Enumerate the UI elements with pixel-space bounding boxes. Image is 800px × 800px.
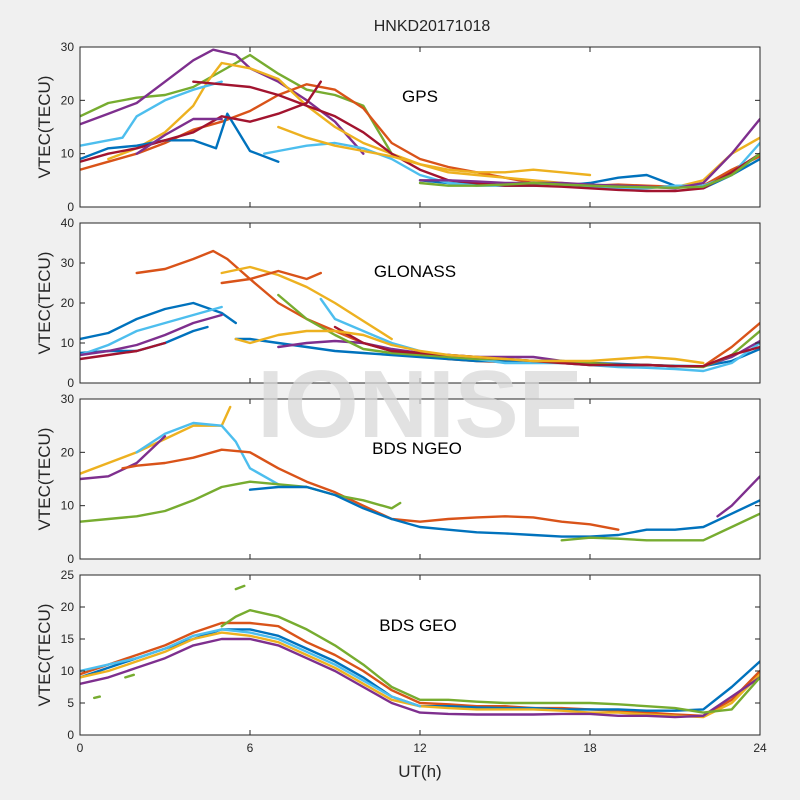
series-line <box>80 637 760 719</box>
y-tick-label: 0 <box>67 552 74 566</box>
panel-label: BDS NGEO <box>372 439 462 458</box>
series-line <box>277 125 592 177</box>
y-tick-label: 30 <box>61 256 75 270</box>
series-line <box>248 485 760 538</box>
y-tick-label: 0 <box>67 376 74 390</box>
y-tick-label: 20 <box>61 93 75 107</box>
panel-label: GLONASS <box>374 262 456 281</box>
series-line <box>560 512 760 542</box>
y-tick-label: 30 <box>61 40 75 54</box>
y-tick-label: 0 <box>67 200 74 214</box>
x-axis-label: UT(h) <box>398 762 441 781</box>
series-line <box>220 269 322 285</box>
y-tick-label: 10 <box>61 664 75 678</box>
y-tick-label: 25 <box>61 568 75 582</box>
series-line <box>135 421 280 486</box>
series-line <box>234 329 705 365</box>
panel-label: BDS GEO <box>379 616 456 635</box>
series-line <box>80 80 223 147</box>
series-line <box>80 621 760 717</box>
panel-glonass: 0 10 20 30 40 VTEC(TECU) GLONASS <box>35 216 761 390</box>
series-line <box>121 448 620 531</box>
panel-gps: 0 10 20 30 VTEC(TECU) GPS <box>35 40 761 214</box>
series-line <box>418 152 760 189</box>
y-tick-label: 20 <box>61 600 75 614</box>
series-line <box>80 313 223 357</box>
series-line <box>80 112 280 163</box>
series-line <box>80 80 322 163</box>
series-line <box>80 480 402 523</box>
panel-bds-ngeo: 0 10 20 30 VTEC(TECU) BDS NGEO <box>35 392 761 566</box>
y-tick-label: 20 <box>61 445 75 459</box>
series-line <box>124 673 135 679</box>
y-axis-label: VTEC(TECU) <box>35 428 54 531</box>
series-line <box>234 584 246 591</box>
y-tick-label: 10 <box>61 336 75 350</box>
series-line <box>319 297 760 373</box>
y-tick-label: 0 <box>67 728 74 742</box>
x-tick-label: 12 <box>413 741 427 755</box>
series-line <box>192 80 760 193</box>
series-line <box>93 695 101 700</box>
plot-area <box>80 575 760 735</box>
y-tick-label: 5 <box>67 696 74 710</box>
series-line <box>80 435 167 481</box>
series-line <box>80 305 223 357</box>
y-axis-label: VTEC(TECU) <box>35 604 54 707</box>
y-tick-label: 10 <box>61 147 75 161</box>
y-tick-label: 30 <box>61 392 75 406</box>
series-line <box>80 341 167 361</box>
watermark: IONISE <box>257 351 582 458</box>
y-axis-label: VTEC(TECU) <box>35 76 54 179</box>
series-line <box>135 117 223 155</box>
series-line <box>80 48 365 155</box>
series-line <box>716 475 760 518</box>
y-tick-label: 15 <box>61 632 75 646</box>
y-tick-label: 40 <box>61 216 75 230</box>
panel-label: GPS <box>402 87 438 106</box>
panel-bds-geo: 0 5 10 15 20 25 0 6 12 18 24 VTEC(TECU) BDS GEO <box>35 568 767 755</box>
series-line <box>220 609 760 714</box>
x-tick-label: 0 <box>77 741 84 755</box>
y-tick-label: 10 <box>61 499 75 513</box>
series-line <box>220 265 393 341</box>
figure-title: HNKD20171018 <box>374 18 491 35</box>
x-tick-label: 24 <box>753 741 767 755</box>
series-line <box>80 53 393 155</box>
x-tick-label: 6 <box>247 741 254 755</box>
series-line <box>80 301 237 341</box>
x-tick-label: 18 <box>583 741 597 755</box>
y-tick-label: 20 <box>61 296 75 310</box>
series-line <box>80 628 422 708</box>
y-axis-label: VTEC(TECU) <box>35 252 54 355</box>
